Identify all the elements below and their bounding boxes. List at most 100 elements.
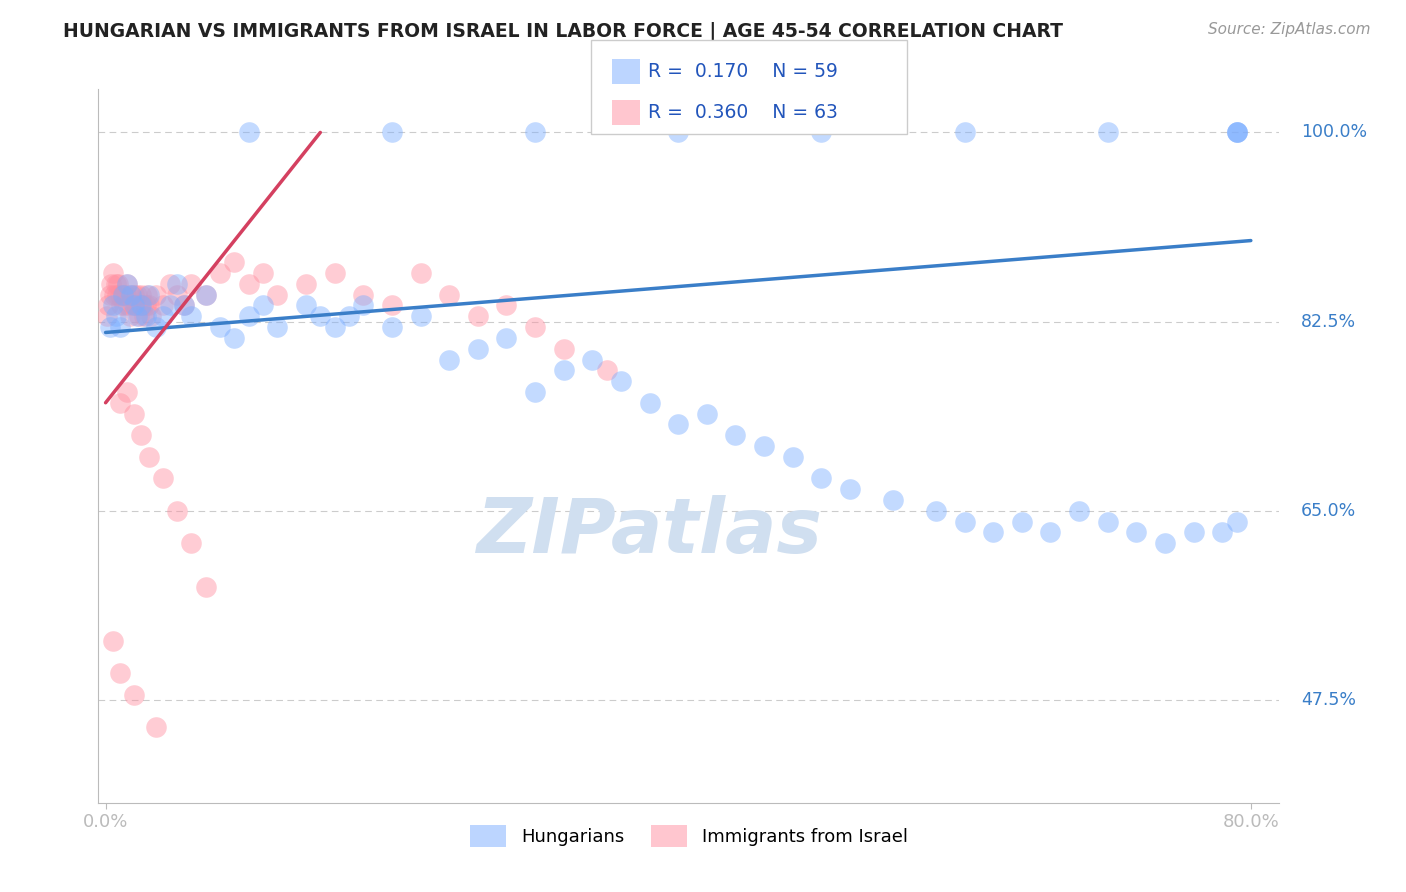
Point <box>194 287 217 301</box>
Point <box>409 266 432 280</box>
Point <box>141 310 163 324</box>
Point <box>115 277 138 291</box>
Point <box>467 342 489 356</box>
Point <box>173 298 195 312</box>
Text: R =  0.170    N = 59: R = 0.170 N = 59 <box>648 62 838 81</box>
Point <box>238 310 260 324</box>
Point <box>1097 515 1119 529</box>
Point <box>437 352 460 367</box>
Point <box>581 352 603 367</box>
Point <box>115 277 138 291</box>
Point <box>97 298 120 312</box>
Point <box>138 287 160 301</box>
Point <box>295 277 318 291</box>
Point <box>696 407 718 421</box>
Point <box>121 298 143 312</box>
Point <box>1225 515 1247 529</box>
Point <box>381 125 404 139</box>
Point <box>352 298 374 312</box>
Point <box>981 525 1004 540</box>
Point <box>925 504 948 518</box>
Point <box>295 298 318 312</box>
Point <box>437 287 460 301</box>
Point <box>194 580 217 594</box>
Point <box>96 310 118 324</box>
Point <box>495 298 517 312</box>
Point <box>135 310 157 324</box>
Point <box>122 287 145 301</box>
Point <box>159 277 181 291</box>
Text: 100.0%: 100.0% <box>1301 123 1367 142</box>
Point <box>224 255 246 269</box>
Point <box>266 320 288 334</box>
Point <box>252 298 274 312</box>
Point <box>152 298 174 312</box>
Point <box>145 320 167 334</box>
Point <box>125 310 148 324</box>
Point <box>117 298 139 312</box>
Point <box>108 320 131 334</box>
Point <box>953 515 976 529</box>
Point <box>209 266 232 280</box>
Point <box>131 428 153 442</box>
Point <box>132 298 155 312</box>
Point <box>524 320 547 334</box>
Point <box>180 310 202 324</box>
Point <box>110 298 132 312</box>
Point <box>122 407 145 421</box>
Point <box>666 125 689 139</box>
Point <box>495 331 517 345</box>
Point <box>104 277 127 291</box>
Text: 65.0%: 65.0% <box>1301 502 1357 520</box>
Point <box>100 277 122 291</box>
Point <box>145 720 167 734</box>
Point <box>159 298 181 312</box>
Point <box>1097 125 1119 139</box>
Point <box>1011 515 1033 529</box>
Point <box>194 287 217 301</box>
Point <box>839 482 862 496</box>
Text: Source: ZipAtlas.com: Source: ZipAtlas.com <box>1208 22 1371 37</box>
Point <box>1225 125 1247 139</box>
Text: ZIPatlas: ZIPatlas <box>477 495 823 569</box>
Point <box>120 287 142 301</box>
Point <box>166 504 188 518</box>
Point <box>337 310 360 324</box>
Point <box>1067 504 1090 518</box>
Point <box>166 277 188 291</box>
Point <box>1225 125 1247 139</box>
Point <box>381 320 404 334</box>
Text: 82.5%: 82.5% <box>1301 313 1355 331</box>
Point <box>115 384 138 399</box>
Point <box>381 298 404 312</box>
Point <box>467 310 489 324</box>
Point <box>112 298 135 312</box>
Point <box>309 310 332 324</box>
Point <box>122 298 145 312</box>
Point <box>124 298 146 312</box>
Point <box>104 310 127 324</box>
Point <box>135 298 157 312</box>
Point <box>810 125 832 139</box>
Point <box>129 298 152 312</box>
Point <box>122 688 145 702</box>
Text: 47.5%: 47.5% <box>1301 691 1355 709</box>
Point <box>810 471 832 485</box>
Point <box>120 287 142 301</box>
Point <box>103 287 125 301</box>
Point <box>1211 525 1233 540</box>
Point <box>128 310 150 324</box>
Point <box>107 277 129 291</box>
Point <box>209 320 232 334</box>
Point <box>118 310 141 324</box>
Point <box>108 666 131 681</box>
Point <box>553 342 575 356</box>
Point <box>1125 525 1147 540</box>
Legend: Hungarians, Immigrants from Israel: Hungarians, Immigrants from Israel <box>463 818 915 855</box>
Point <box>1225 125 1247 139</box>
Point <box>145 287 167 301</box>
Point <box>101 266 124 280</box>
Point <box>524 384 547 399</box>
Point <box>238 277 260 291</box>
Point <box>105 287 128 301</box>
